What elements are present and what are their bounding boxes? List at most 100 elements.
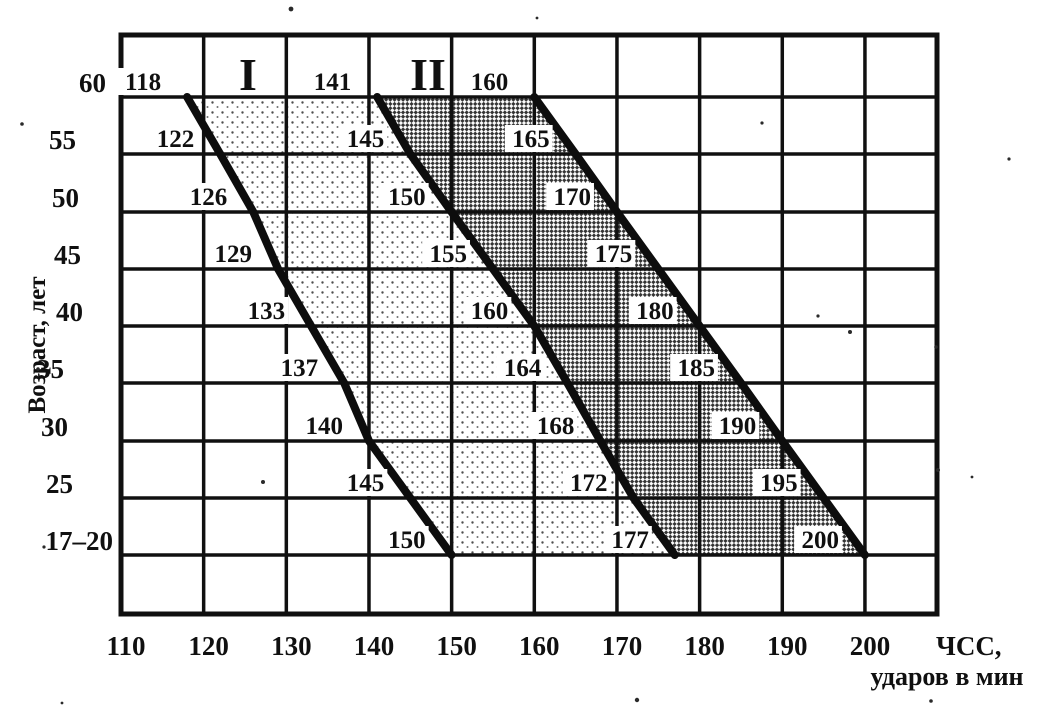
y-tick-label: 25: [46, 469, 73, 499]
curve-value-label: 165: [512, 126, 550, 153]
zone-labels: I II: [239, 49, 446, 100]
curve-value-label: 170: [553, 184, 591, 211]
scan-speck: [934, 345, 938, 349]
scan-speck: [929, 699, 933, 703]
plot-border: [118, 32, 940, 617]
curve-value-label: 160: [471, 69, 509, 96]
scan-speck: [970, 475, 974, 479]
value-label-box: [339, 469, 388, 496]
curve-value-label: 168: [537, 413, 575, 440]
value-label-box: [604, 526, 652, 553]
curve-value-label: 180: [636, 298, 674, 325]
x-tick-label: 200: [850, 631, 891, 661]
y-tick-label: 55: [49, 125, 76, 155]
value-label-box: [149, 125, 198, 152]
x-tick-label: 110: [106, 631, 145, 661]
curve-value-label: 122: [157, 126, 195, 153]
scan-speck: [936, 468, 940, 472]
curve-value-label: 118: [125, 69, 161, 96]
y-tick-label: 50: [52, 183, 79, 213]
curve-value-label: 150: [388, 184, 426, 211]
scan-speck: [261, 480, 265, 484]
curve-value-labels: 118 122 126 129 133 137 140 145 150 141 145 150 155 1…: [116, 68, 842, 554]
curve-zone-I-lower-boundary: [183, 93, 456, 559]
curve-value-label: 126: [190, 184, 228, 211]
curve-value-label: 175: [595, 241, 633, 268]
value-label-box: [504, 125, 553, 152]
x-tick-label: 160: [519, 631, 560, 661]
value-label-box: [562, 469, 611, 496]
curve-value-label: 150: [388, 527, 426, 554]
scan-specks: [20, 6, 1011, 705]
value-label-box: [463, 68, 512, 95]
x-tick-label: 180: [684, 631, 725, 661]
curve-value-label: 160: [471, 298, 509, 325]
scan-speck: [60, 701, 64, 705]
scan-speck: [816, 314, 820, 318]
x-tick-label: 190: [767, 631, 808, 661]
value-label-box: [794, 526, 842, 553]
value-label-box: [207, 240, 256, 267]
curve-value-label: 172: [570, 470, 608, 497]
value-label-box: [752, 469, 801, 496]
curve-value-label: 155: [429, 241, 467, 268]
scan-speck: [535, 16, 539, 20]
x-tick-label: 170: [602, 631, 643, 661]
curve-value-label: 195: [760, 470, 798, 497]
value-label-box: [273, 354, 322, 381]
scan-speck: [20, 122, 24, 126]
x-tick-label: 130: [271, 631, 312, 661]
value-label-box: [711, 412, 760, 439]
x-tick-label: 140: [354, 631, 395, 661]
value-label-box: [529, 412, 578, 439]
curve-value-label: 140: [305, 413, 343, 440]
x-axis-title-line1: ЧСС,: [936, 631, 1002, 661]
value-label-box: [240, 297, 289, 324]
curve-value-label: 137: [281, 355, 319, 382]
y-tick-label: 35: [37, 354, 64, 384]
curve-value-label: 185: [677, 355, 715, 382]
axis-titles: Возраст, лет ЧСС, ударов в мин: [24, 276, 1024, 691]
curve-value-label: 190: [719, 413, 757, 440]
value-label-box: [306, 68, 355, 95]
scan-speck: [634, 697, 640, 703]
value-label-box: [670, 354, 718, 381]
curve-value-label: 129: [215, 241, 253, 268]
x-tick-label: 150: [436, 631, 477, 661]
value-label-box: [116, 68, 165, 95]
scan-speck: [42, 545, 46, 549]
scan-speck: [1007, 157, 1011, 161]
value-label-box: [496, 354, 545, 381]
value-label-box: [380, 526, 429, 553]
curve-zone-I-II-boundary: [373, 93, 679, 559]
value-label-box: [463, 297, 512, 324]
scan-speck: [36, 367, 40, 371]
scan-speck: [760, 121, 764, 125]
x-tick-label: 120: [188, 631, 229, 661]
scan-speck: [848, 330, 852, 334]
curve-value-label: 133: [248, 298, 286, 325]
scan-speck: [288, 6, 294, 12]
curve-value-label: 145: [347, 470, 385, 497]
x-axis-title-line2: ударов в мин: [870, 662, 1023, 691]
curve-value-label: 145: [347, 126, 385, 153]
value-label-box: [628, 297, 677, 324]
y-tick-label: 60: [79, 68, 106, 98]
value-label-box: [546, 183, 594, 210]
value-label-box: [380, 183, 429, 210]
zone-1-label: I: [239, 49, 257, 100]
boundary-curves: [183, 93, 869, 559]
curve-value-label: 164: [504, 355, 542, 382]
y-tick-label: 45: [54, 240, 81, 270]
value-label-box: [182, 183, 231, 210]
zone-2-label: II: [410, 49, 446, 100]
curve-value-label: 141: [314, 69, 352, 96]
curve-zone-II-upper-boundary: [530, 93, 869, 559]
value-label-box: [298, 412, 346, 439]
curve-value-label: 177: [611, 527, 649, 554]
y-tick-label: 40: [56, 297, 83, 327]
value-label-box: [339, 125, 388, 152]
